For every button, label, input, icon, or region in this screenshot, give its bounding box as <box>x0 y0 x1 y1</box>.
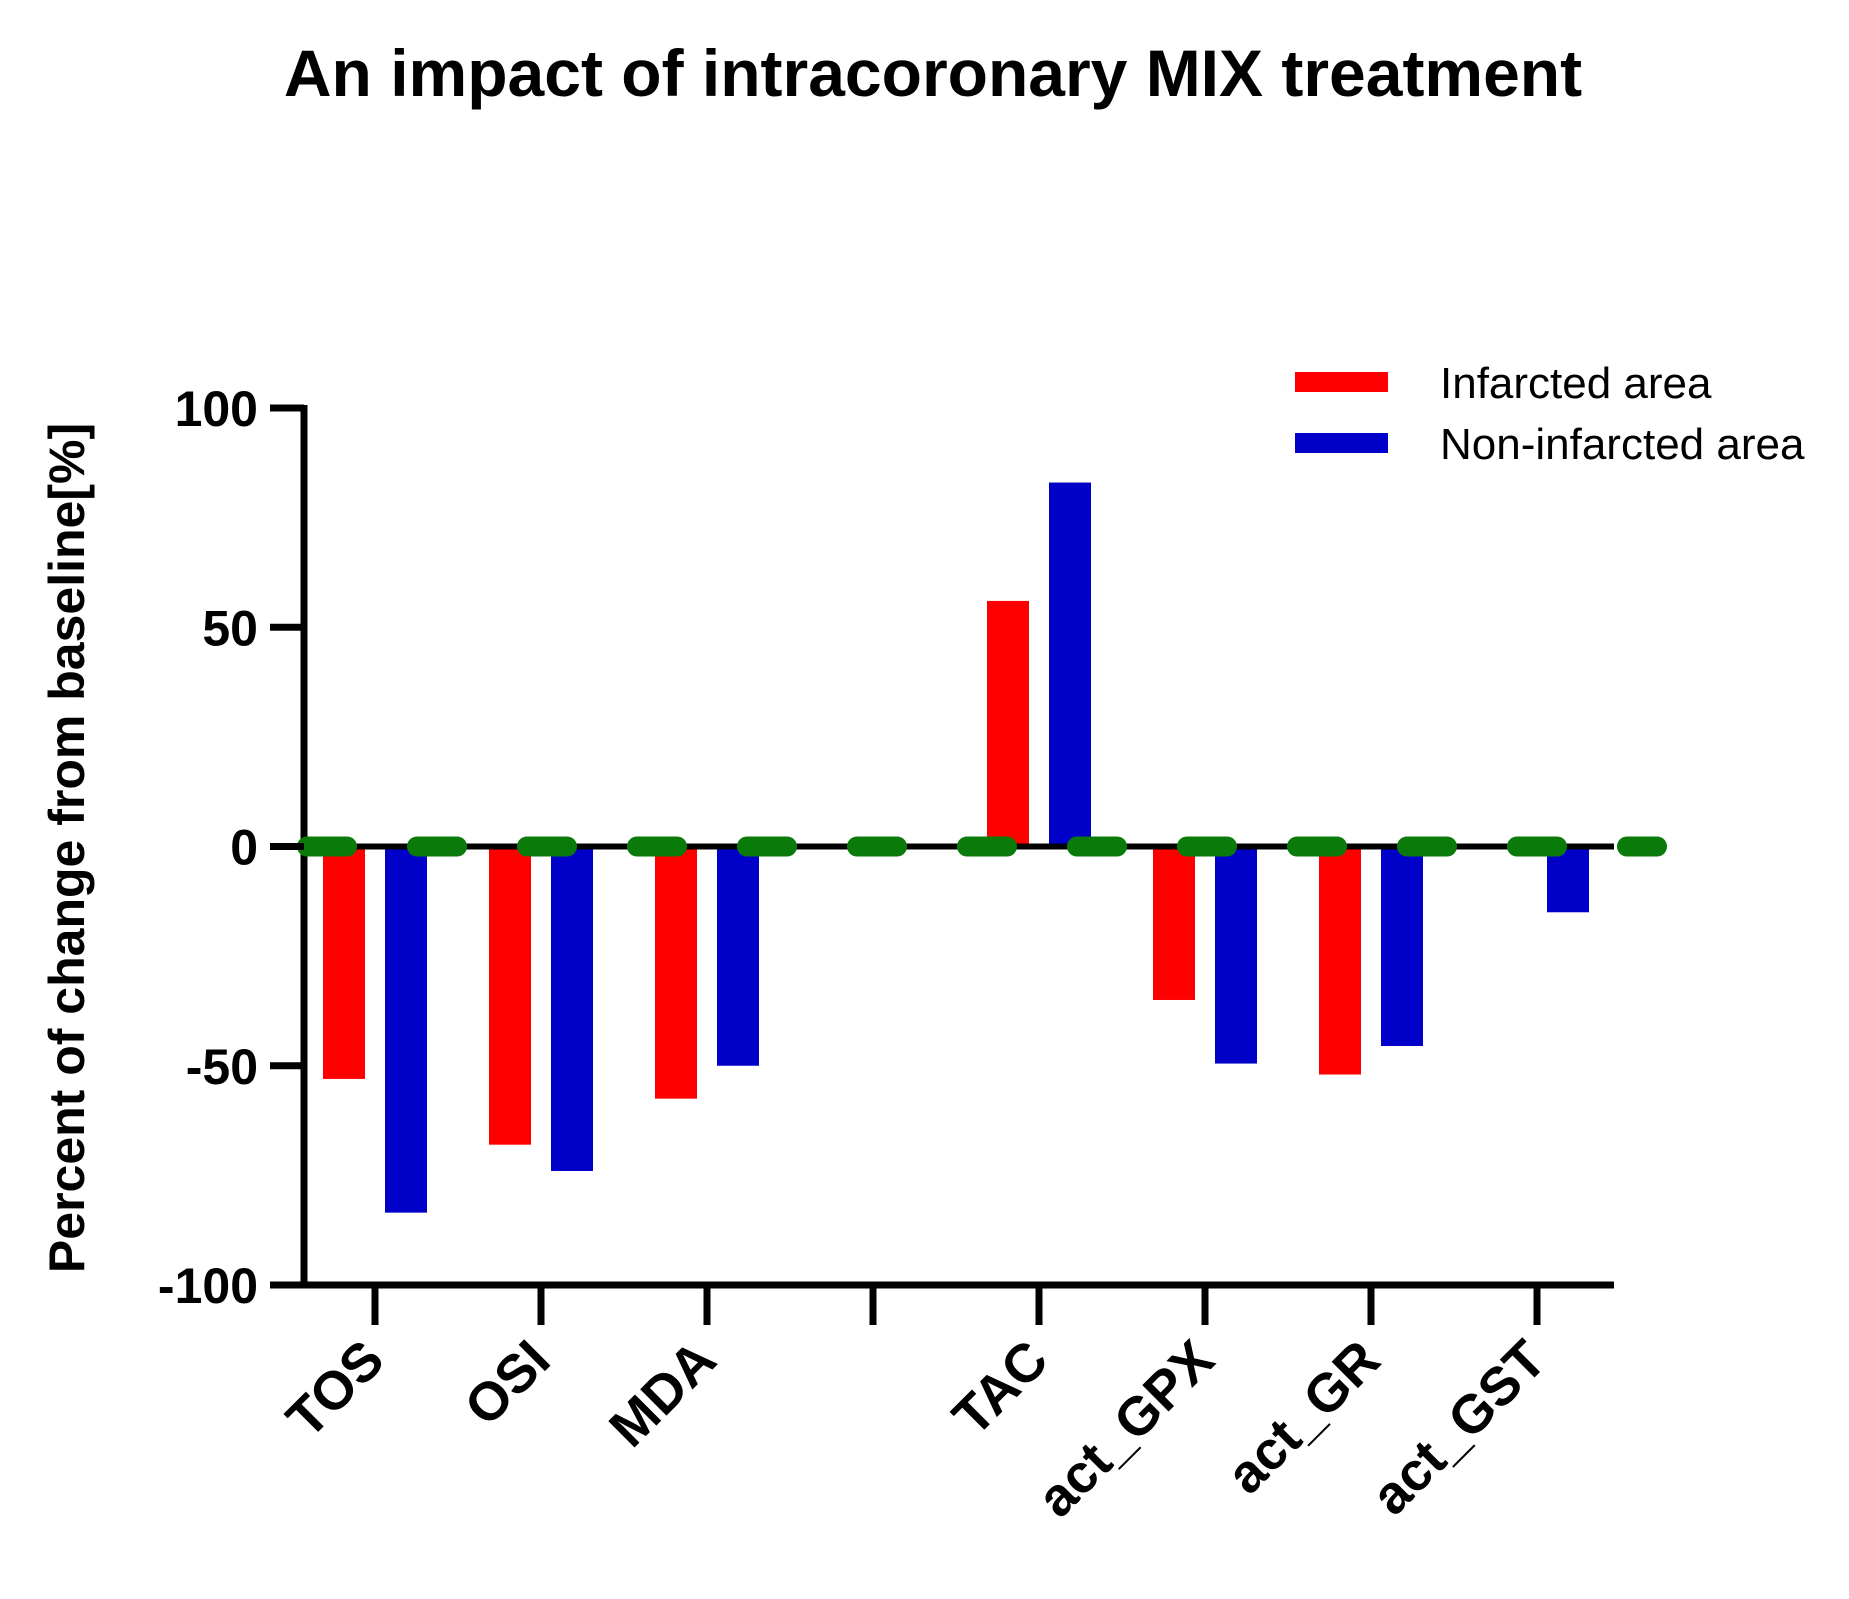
x-tick-label-mda: MDA <box>598 1329 727 1458</box>
bar-non-infarcted-osi <box>551 846 593 1171</box>
bar-non-infarcted-mda <box>717 846 759 1066</box>
x-tick-label-act-gst: act_GST <box>1360 1329 1557 1526</box>
legend-label-non-infarcted: Non-infarcted area <box>1440 420 1805 469</box>
y-tick-label: 0 <box>230 820 258 876</box>
bar-infarcted-act_gr <box>1319 846 1361 1075</box>
bar-infarcted-tac <box>987 600 1029 847</box>
bar-non-infarcted-act_gst <box>1547 846 1589 913</box>
bar-non-infarcted-act_gr <box>1381 846 1423 1047</box>
bar-non-infarcted-tac <box>1049 482 1091 847</box>
x-tick-label-act-gpx: act_GPX <box>1026 1329 1225 1528</box>
y-tick-label: 50 <box>202 600 258 656</box>
bar-infarcted-act_gpx <box>1153 846 1195 1000</box>
bar-non-infarcted-tos <box>385 846 427 1213</box>
bar-infarcted-tos <box>323 846 365 1079</box>
y-tick-label: -50 <box>186 1039 258 1095</box>
bar-non-infarcted-act_gpx <box>1215 846 1257 1064</box>
bar-infarcted-mda <box>655 846 697 1099</box>
y-axis-title: Percent of change from baseline[%] <box>39 423 95 1273</box>
y-tick-label: -100 <box>158 1258 258 1314</box>
legend: Infarcted area Non-infarcted area <box>1295 359 1805 469</box>
legend-label-infarcted: Infarcted area <box>1440 359 1712 408</box>
chart-title: An impact of intracoronary MIX treatment <box>284 36 1582 110</box>
legend-swatch-non-infarcted <box>1295 433 1388 453</box>
x-tick-label-osi: OSI <box>453 1329 561 1437</box>
legend-swatch-infarcted <box>1295 372 1388 392</box>
x-tick-label-tac: TAC <box>941 1329 1059 1447</box>
x-tick-label-tos: TOS <box>275 1329 395 1449</box>
bar-infarcted-osi <box>489 846 531 1145</box>
y-tick-label: 100 <box>175 381 258 437</box>
